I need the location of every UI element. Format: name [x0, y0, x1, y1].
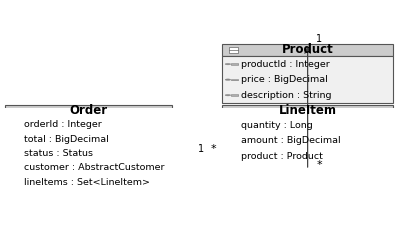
Text: status : Status: status : Status — [24, 149, 93, 158]
Circle shape — [225, 140, 231, 142]
Text: Product: Product — [282, 43, 334, 56]
Circle shape — [225, 63, 231, 65]
FancyBboxPatch shape — [230, 108, 238, 113]
Text: description : String: description : String — [241, 91, 332, 100]
Text: LineItem: LineItem — [279, 104, 337, 117]
Text: lineItems : Set<LineItem>: lineItems : Set<LineItem> — [24, 178, 150, 187]
FancyBboxPatch shape — [14, 182, 21, 183]
Text: total : BigDecimal: total : BigDecimal — [24, 135, 108, 143]
Text: *: * — [316, 160, 322, 170]
Text: productId : Integer: productId : Integer — [241, 60, 330, 69]
Text: product : Product: product : Product — [241, 152, 323, 161]
Text: 1: 1 — [316, 34, 322, 44]
FancyBboxPatch shape — [12, 108, 21, 113]
FancyBboxPatch shape — [5, 117, 172, 190]
Circle shape — [225, 124, 231, 126]
FancyBboxPatch shape — [231, 124, 238, 126]
FancyBboxPatch shape — [222, 43, 393, 56]
Text: price : BigDecimal: price : BigDecimal — [241, 75, 328, 84]
FancyBboxPatch shape — [230, 47, 238, 52]
Text: *: * — [210, 144, 216, 154]
Text: 1: 1 — [198, 144, 204, 154]
Circle shape — [8, 167, 14, 169]
Circle shape — [8, 138, 14, 140]
Text: amount : BigDecimal: amount : BigDecimal — [241, 136, 341, 145]
Circle shape — [8, 153, 14, 154]
Text: customer : AbstractCustomer: customer : AbstractCustomer — [24, 163, 164, 173]
FancyBboxPatch shape — [5, 104, 172, 117]
FancyBboxPatch shape — [14, 138, 21, 140]
FancyBboxPatch shape — [231, 94, 238, 96]
FancyBboxPatch shape — [231, 155, 238, 157]
Circle shape — [8, 124, 14, 125]
Text: quantity : Long: quantity : Long — [241, 121, 313, 130]
FancyBboxPatch shape — [222, 117, 393, 164]
FancyBboxPatch shape — [222, 56, 393, 103]
FancyBboxPatch shape — [14, 153, 21, 154]
FancyBboxPatch shape — [231, 63, 238, 65]
FancyBboxPatch shape — [14, 124, 21, 125]
FancyBboxPatch shape — [14, 167, 21, 169]
FancyBboxPatch shape — [231, 79, 238, 81]
Polygon shape — [172, 143, 194, 147]
Circle shape — [225, 94, 231, 96]
Circle shape — [225, 155, 231, 157]
Text: Order: Order — [69, 104, 108, 117]
Polygon shape — [301, 164, 314, 170]
Text: orderId : Integer: orderId : Integer — [24, 120, 102, 129]
Circle shape — [8, 182, 14, 183]
Circle shape — [225, 79, 231, 81]
FancyBboxPatch shape — [231, 140, 238, 142]
FancyBboxPatch shape — [222, 104, 393, 117]
